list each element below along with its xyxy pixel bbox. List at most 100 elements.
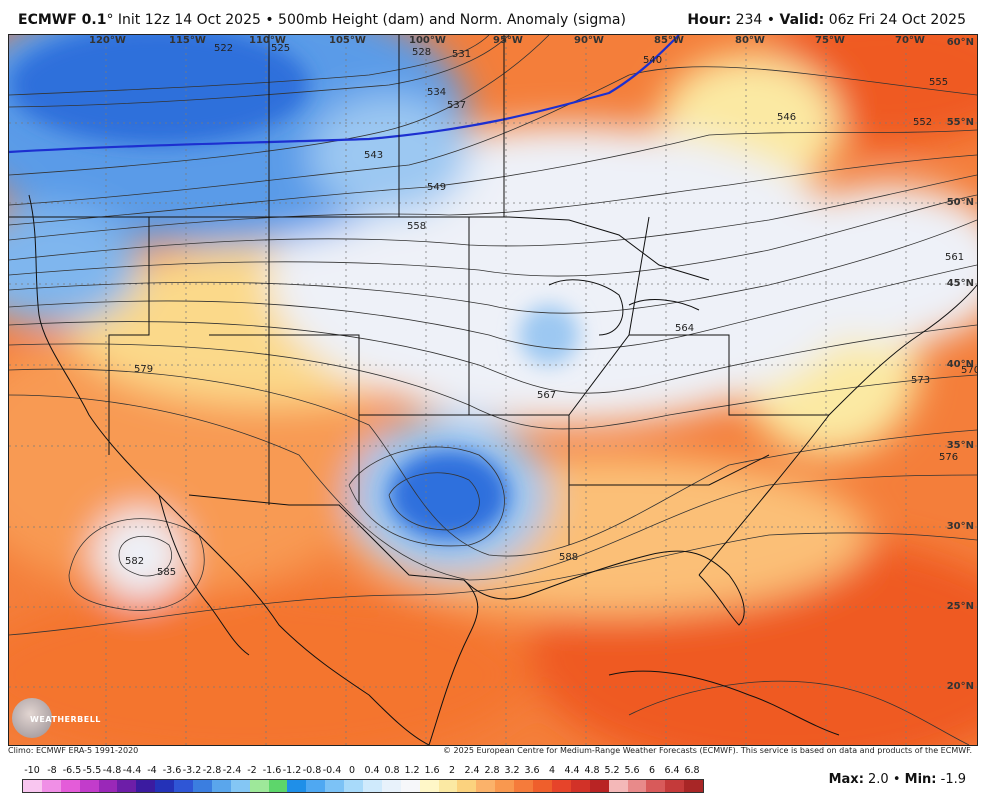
lat-label-45n: 45°N: [946, 278, 974, 289]
gulf-coastline: [463, 550, 745, 626]
contour-label-570: 570: [961, 365, 977, 376]
lon-label-70w: 70°W: [895, 35, 925, 46]
lon-label-100w: 100°W: [409, 35, 446, 46]
contour-label-564: 564: [675, 323, 694, 334]
init-description: Init 12z 14 Oct 2025 • 500mb Height (dam…: [113, 12, 626, 28]
colorbar-swatch: [627, 780, 647, 792]
anomaly-midwest-core: [519, 305, 579, 365]
contour-label-543: 543: [364, 150, 383, 161]
header-valid-time: Hour: 234 • Valid: 06z Fri 24 Oct 2025: [687, 12, 966, 28]
lat-label-20n: 20°N: [946, 681, 974, 692]
contour-label-582: 582: [125, 556, 144, 567]
province-lines: [268, 35, 505, 217]
anomaly-cutoff-core: [389, 450, 509, 540]
colorbar-swatch: [98, 780, 118, 792]
weatherbell-logo: [12, 698, 52, 738]
colorbar-tick-label: -8: [47, 765, 57, 776]
degree-symbol: °: [106, 12, 114, 28]
colorbar-swatch: [363, 780, 382, 792]
colorbar-tick-label: -6.5: [62, 765, 82, 776]
lon-label-110w: 110°W: [249, 35, 286, 46]
colorbar-swatch: [533, 780, 552, 792]
contour-label-567: 567: [537, 390, 556, 401]
colorbar-tick-label: -0.8: [302, 765, 322, 776]
header-title: ECMWF 0.1° Init 12z 14 Oct 2025 • 500mb …: [18, 12, 626, 28]
anomaly-nw-core: [9, 35, 309, 145]
contour-label-540: 540: [643, 55, 662, 66]
colorbar-swatch: [136, 780, 156, 792]
great-lakes: [548, 279, 700, 336]
anomaly-map[interactable]: 522 525 528 531 534 537 540 543 546 549 …: [8, 34, 978, 746]
colorbar-tick-label: 5.6: [624, 765, 640, 776]
colorbar-tick-label: -2: [247, 765, 257, 776]
lon-label-90w: 90°W: [574, 35, 604, 46]
us-mexico-border: [188, 494, 465, 581]
colorbar-tick-label: 3.6: [524, 765, 540, 776]
anomaly-positive-mexico: [9, 585, 529, 745]
colorbar-swatch: [589, 780, 609, 792]
colorbar-swatch: [381, 780, 401, 792]
valid-value: 06z Fri 24 Oct 2025: [824, 12, 966, 28]
colorbar-tick-label: -4: [147, 765, 157, 776]
colorbar-tick-label: -5.5: [82, 765, 102, 776]
colorbar-tick-label: -1.2: [282, 765, 302, 776]
colorbar-tick-label: 2: [448, 765, 456, 776]
colorbar-swatch: [79, 780, 99, 792]
colorbar-tick-label: -2.4: [222, 765, 242, 776]
lat-label-60n: 60°N: [946, 37, 974, 48]
colorbar-tick-label: 4.8: [584, 765, 600, 776]
contour-label-588: 588: [559, 552, 578, 563]
lon-label-115w: 115°W: [169, 35, 206, 46]
baja-coast: [158, 494, 250, 656]
colorbar-tick-label: 5.2: [604, 765, 620, 776]
contour-label-534: 534: [427, 87, 446, 98]
contour-label-549: 549: [427, 182, 446, 193]
climo-source: Climo: ECMWF ERA-5 1991-2020: [8, 746, 139, 755]
colorbar-tick-label: 6: [648, 765, 656, 776]
colorbar-tick-label: 1.2: [404, 765, 420, 776]
anomaly-neutral-low: [94, 510, 184, 600]
contour-label-546: 546: [777, 112, 796, 123]
colorbar-swatch: [344, 780, 364, 792]
contour-label-585: 585: [157, 567, 176, 578]
colorbar-tick-label: 1.6: [424, 765, 440, 776]
lon-label-85w: 85°W: [654, 35, 684, 46]
colorbar-swatch: [117, 780, 137, 792]
contour-label-552: 552: [913, 117, 932, 128]
contour-label-573: 573: [911, 375, 930, 386]
contour-label-558: 558: [407, 221, 426, 232]
colorbar-swatch: [60, 780, 80, 792]
lon-label-120w: 120°W: [89, 35, 126, 46]
colorbar-tick-label: 3.2: [504, 765, 520, 776]
chart-header: ECMWF 0.1° Init 12z 14 Oct 2025 • 500mb …: [0, 0, 984, 34]
min-value: -1.9: [936, 772, 966, 787]
lat-label-35n: 35°N: [946, 440, 974, 451]
lon-label-75w: 75°W: [815, 35, 845, 46]
max-value: 2.0 •: [863, 772, 905, 787]
hour-value: 234 •: [731, 12, 780, 28]
colorbar-swatch: [665, 780, 685, 792]
pacific-coastline: [28, 194, 430, 745]
colorbar-tick-label: -3.2: [182, 765, 202, 776]
copyright-notice: © 2025 European Centre for Medium-Range …: [443, 746, 972, 755]
colorbar-swatch: [287, 780, 307, 792]
colorbar-tick-label: 6.4: [664, 765, 680, 776]
colorbar-swatch: [325, 780, 345, 792]
cuba-outline: [608, 670, 840, 736]
hour-label: Hour:: [687, 12, 732, 28]
colorbar-swatch: [476, 780, 496, 792]
colorbar-swatch: [230, 780, 250, 792]
colorbar-swatch: [495, 780, 515, 792]
anomaly-negative-coast: [9, 205, 139, 325]
max-min-stats: Max: 2.0 • Min: -1.9: [829, 772, 966, 787]
colorbar-swatch: [211, 780, 231, 792]
colorbar-swatch: [23, 780, 42, 792]
contour-540-highlight: [9, 35, 680, 154]
colorbar-swatch: [419, 780, 439, 792]
lat-lon-grid: [9, 35, 977, 745]
anomaly-cores: [9, 35, 579, 540]
us-canada-border: [9, 216, 710, 281]
lon-label-80w: 80°W: [735, 35, 765, 46]
colorbar-tick-label: -10: [24, 765, 40, 776]
political-boundaries: [9, 35, 977, 745]
